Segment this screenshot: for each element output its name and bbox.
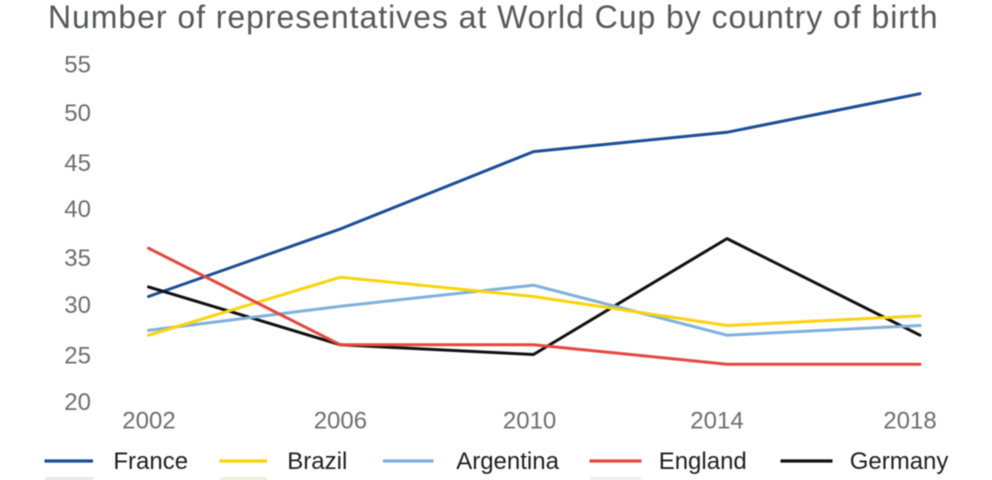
svg-text:40: 40 (64, 196, 91, 223)
svg-text:50: 50 (64, 100, 91, 127)
svg-text:25: 25 (64, 342, 91, 369)
svg-text:35: 35 (64, 245, 91, 272)
svg-text:Argentina: Argentina (456, 448, 559, 475)
svg-text:France: France (113, 448, 188, 475)
svg-text:20: 20 (64, 389, 91, 416)
svg-text:2018: 2018 (883, 408, 936, 435)
svg-text:England: England (659, 448, 747, 475)
svg-text:Brazil: Brazil (287, 448, 347, 475)
svg-text:55: 55 (64, 52, 91, 79)
svg-text:30: 30 (64, 292, 91, 319)
svg-text:2006: 2006 (314, 408, 367, 435)
svg-text:Germany: Germany (850, 448, 949, 475)
svg-text:2014: 2014 (690, 408, 743, 435)
svg-text:2002: 2002 (122, 408, 175, 435)
svg-text:45: 45 (64, 150, 91, 177)
svg-text:Number of representatives at W: Number of representatives at World Cup b… (48, 0, 938, 35)
svg-text:2010: 2010 (503, 408, 556, 435)
